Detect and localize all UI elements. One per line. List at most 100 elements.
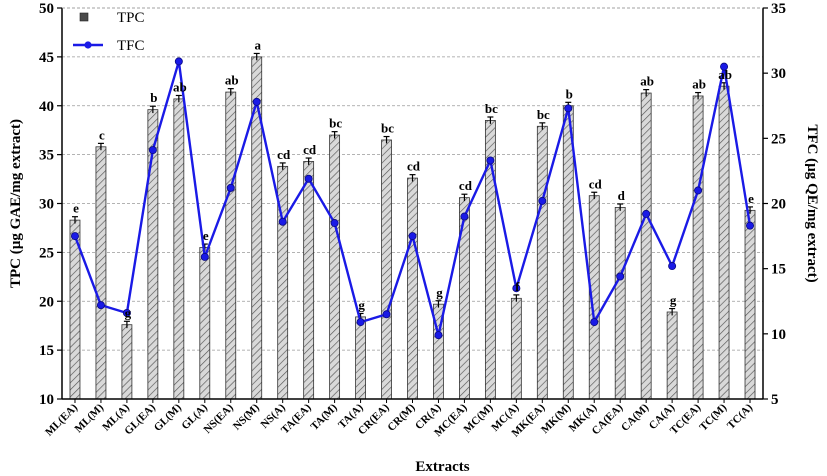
- significance-label: f: [515, 279, 520, 294]
- x-tick-label: NS(EA): [201, 401, 236, 436]
- tfc-point: [434, 331, 443, 340]
- x-tick-label: MC(M): [462, 401, 496, 435]
- tfc-point: [642, 209, 651, 218]
- tpc-bar: [121, 324, 133, 400]
- tpc-bar: [692, 95, 704, 400]
- tfc-point: [200, 252, 209, 261]
- tpc-bar: [173, 98, 185, 400]
- tpc-bar: [510, 297, 522, 400]
- tpc-bar: [199, 247, 211, 400]
- significance-label: cd: [459, 178, 473, 193]
- significance-label: b: [566, 86, 573, 101]
- tfc-point: [70, 232, 79, 241]
- significance-label: ab: [718, 67, 732, 82]
- tfc-point: [330, 219, 339, 228]
- tpc-bar: [381, 139, 392, 400]
- significance-label: cd: [303, 142, 317, 157]
- significance-label: cd: [589, 176, 603, 191]
- right-tick-label: 30: [771, 66, 786, 82]
- left-tick-label: 30: [39, 197, 54, 213]
- tfc-point: [512, 284, 521, 293]
- tpc-bar: [562, 105, 574, 400]
- legend-tfc-marker: [84, 41, 92, 49]
- x-tick-label: GL(M): [152, 401, 184, 433]
- significance-label: e: [203, 228, 209, 243]
- right-tick-label: 20: [771, 197, 786, 213]
- tfc-point: [382, 310, 391, 319]
- significance-label: ab: [173, 79, 187, 94]
- tfc-point: [226, 183, 235, 192]
- tfc-point: [408, 232, 417, 241]
- tpc-bar: [251, 56, 263, 400]
- right-tick-label: 35: [771, 1, 786, 17]
- significance-label: a: [254, 37, 261, 52]
- tpc-bar: [355, 316, 366, 400]
- tfc-point: [148, 146, 157, 155]
- tfc-point: [720, 62, 729, 71]
- legend: TPC TFC: [73, 10, 145, 54]
- right-tick-label: 10: [771, 327, 786, 343]
- tfc-point: [486, 156, 495, 165]
- x-tick-label: TA(M): [308, 401, 339, 432]
- tfc-point: [174, 57, 183, 66]
- significance-label: bc: [537, 107, 550, 122]
- tfc-point: [252, 97, 261, 106]
- significance-label: cd: [407, 159, 421, 174]
- left-tick-label: 25: [39, 245, 54, 261]
- left-tick-label: 20: [39, 294, 54, 310]
- x-tick-label: NS(M): [231, 401, 262, 432]
- left-tick-label: 35: [39, 148, 54, 164]
- significance-label: g: [436, 285, 443, 300]
- right-axis-title: TFC (µg QE/mg extract): [804, 124, 820, 282]
- x-axis-title: Extracts: [415, 459, 469, 475]
- significance-label: c: [99, 127, 105, 142]
- tfc-point: [746, 221, 755, 230]
- tfc-point: [616, 272, 625, 281]
- tfc-point: [694, 186, 703, 195]
- significance-label: g: [670, 293, 677, 308]
- significance-label: ab: [640, 74, 654, 89]
- tpc-bar: [666, 311, 678, 400]
- x-tick-label: TC(A): [725, 401, 755, 431]
- significance-label: d: [618, 188, 626, 203]
- left-tick-label: 10: [39, 392, 54, 408]
- tpc-bar: [718, 85, 730, 400]
- tfc-line: [70, 57, 755, 340]
- right-tick-label: 25: [771, 131, 786, 147]
- x-tick-label: ML(M): [73, 401, 107, 435]
- tfc-point: [122, 308, 131, 317]
- left-tick-label: 15: [39, 343, 54, 359]
- tpc-bar: [95, 146, 107, 400]
- tfc-point: [304, 174, 313, 183]
- tfc-point: [278, 217, 287, 226]
- tfc-point: [356, 318, 365, 327]
- significance-label: g: [125, 305, 132, 320]
- tpc-bar: [614, 207, 626, 400]
- significance-label: e: [73, 201, 79, 216]
- significance-label: g: [358, 297, 365, 312]
- significance-label: ab: [692, 77, 706, 92]
- tpc-bars: [69, 52, 756, 400]
- x-tick-label: MK(M): [539, 401, 574, 436]
- tfc-point: [96, 301, 105, 310]
- tpc-bar: [407, 177, 418, 400]
- significance-label: e: [748, 191, 754, 206]
- tpc-bar: [329, 134, 341, 400]
- right-tick-label: 15: [771, 262, 786, 278]
- legend-tpc-swatch: [79, 12, 89, 22]
- legend-tfc-label: TFC: [117, 38, 145, 54]
- tpc-bar: [225, 91, 237, 400]
- tfc-point: [460, 212, 469, 221]
- tpc-bar: [744, 209, 756, 400]
- significance-label: b: [150, 90, 157, 105]
- legend-tpc-label: TPC: [117, 10, 145, 26]
- tfc-point: [564, 104, 573, 113]
- tfc-point: [538, 196, 547, 205]
- x-tick-label: TC(M): [697, 401, 729, 433]
- x-tick-label: CR(M): [385, 401, 417, 433]
- significance-label: cd: [277, 147, 291, 162]
- tfc-point: [590, 318, 599, 327]
- significance-label: ab: [225, 73, 239, 88]
- significance-label: bc: [381, 121, 394, 136]
